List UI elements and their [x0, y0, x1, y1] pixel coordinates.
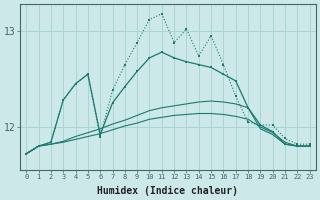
- X-axis label: Humidex (Indice chaleur): Humidex (Indice chaleur): [98, 186, 238, 196]
